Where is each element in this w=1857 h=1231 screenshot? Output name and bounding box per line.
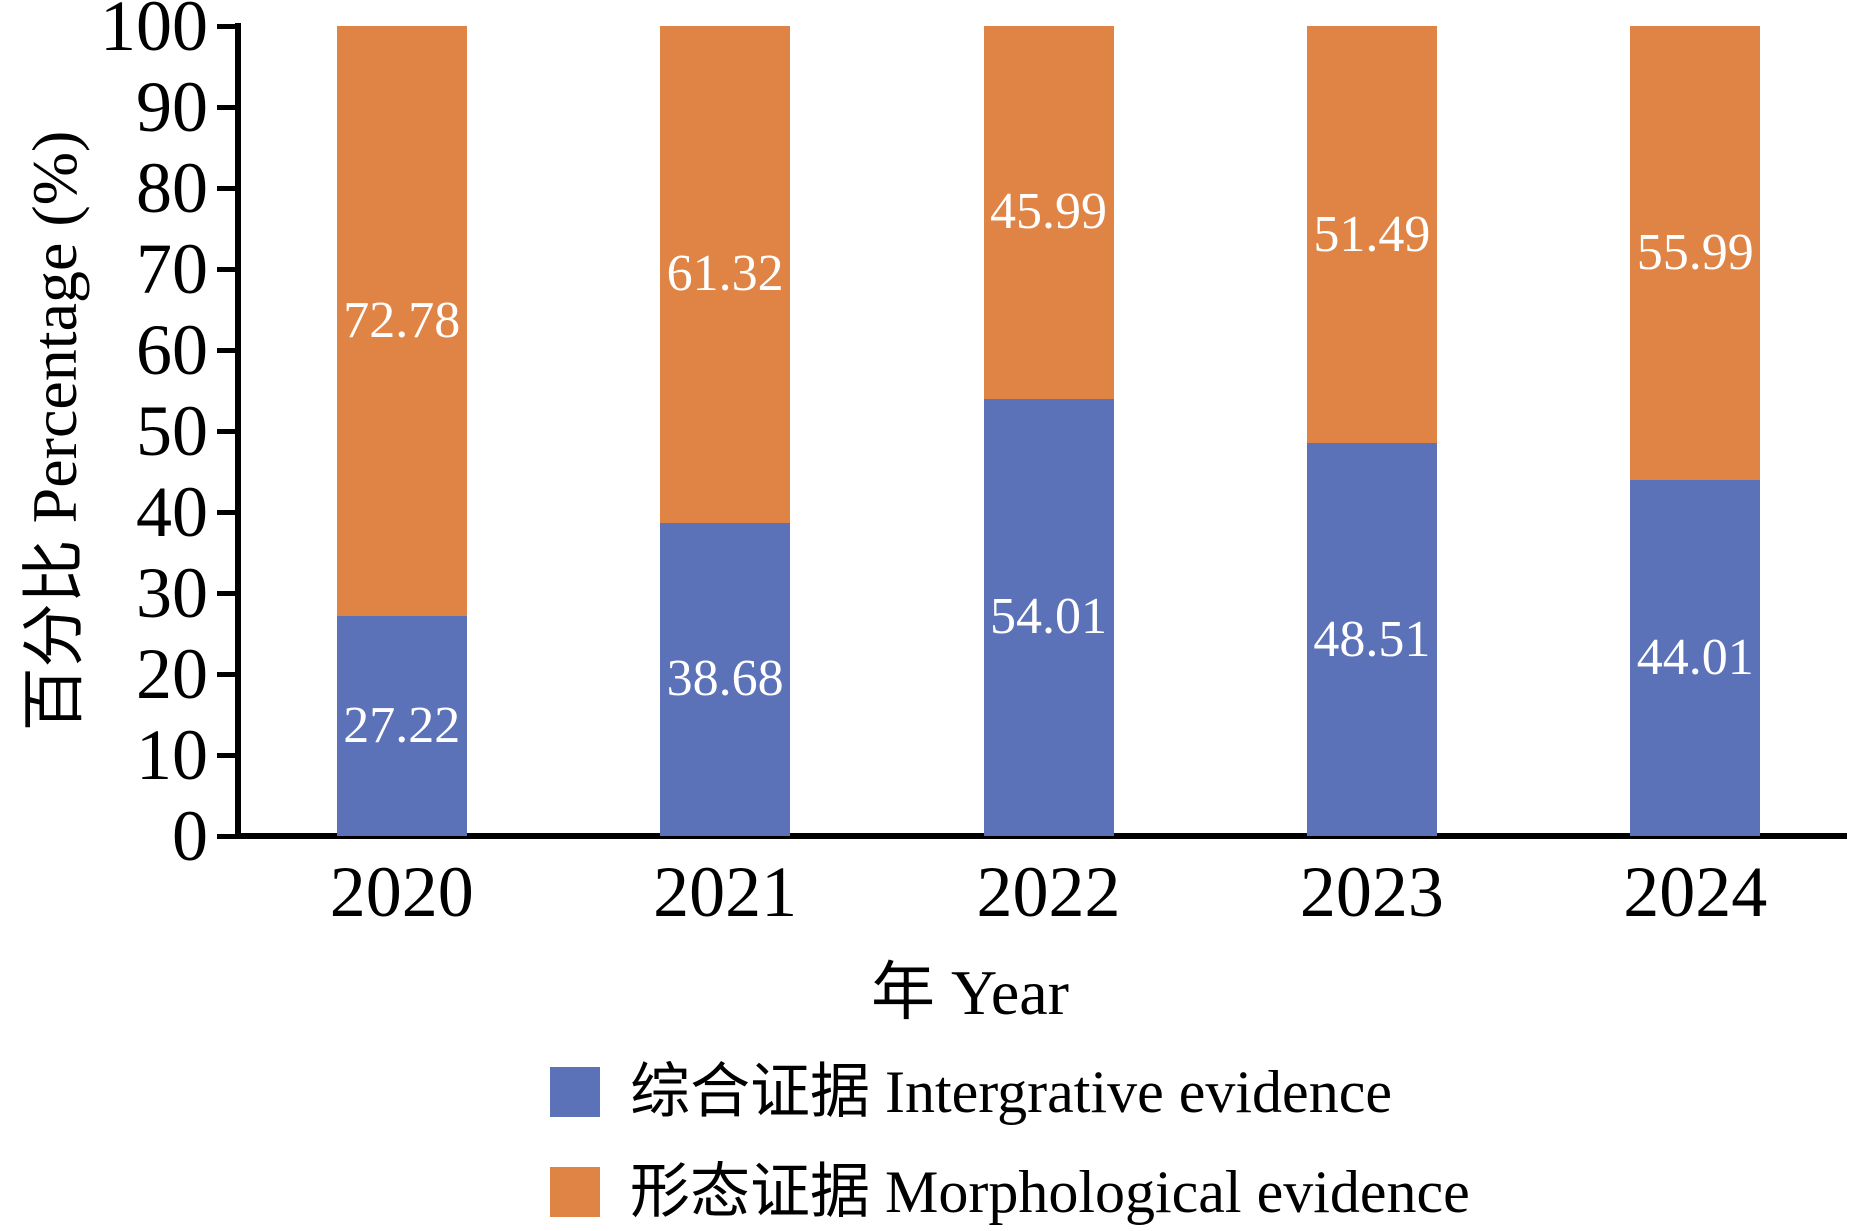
bar-2020: 27.22 72.78: [336, 26, 467, 836]
bar-segment-series2-2020: [336, 26, 467, 616]
y-tick-mark: [217, 347, 241, 353]
x-tick-label-2024: 2024: [1623, 852, 1768, 932]
y-tick-mark: [217, 428, 241, 434]
bar-segment-series1-2022: [983, 398, 1114, 836]
bar-segment-series1-2024: [1630, 479, 1761, 836]
bar-value-label: 51.49: [1313, 205, 1431, 263]
legend-label: 形态证据 Morphological evidence: [630, 1159, 1470, 1225]
y-tick-label: 40: [136, 472, 208, 552]
bar-segment-series1-2023: [1306, 443, 1437, 836]
plot-area: 27.22 72.78 38.68 61.32 54.01 45.99 48.51 51.49…: [240, 26, 1857, 836]
bar-value-label: 55.99: [1636, 223, 1754, 281]
y-tick-label: 20: [136, 634, 208, 714]
x-axis-line: [235, 833, 1847, 839]
y-tick-mark: [217, 266, 241, 272]
bar-value-label: 61.32: [666, 245, 784, 303]
legend-item-series2: 形态证据 Morphological evidence: [550, 1159, 1470, 1225]
y-tick-label: 50: [136, 391, 208, 471]
x-tick-label-2023: 2023: [1299, 852, 1444, 932]
bar-value-label: 72.78: [343, 291, 461, 349]
bar-value-label: 44.01: [1636, 628, 1754, 686]
y-tick-label: 90: [136, 67, 208, 147]
bar-segment-series2-2022: [983, 26, 1114, 399]
y-tick-label: 70: [136, 229, 208, 309]
bar-segment-series1-2021: [660, 522, 791, 836]
y-tick-label: 60: [136, 310, 208, 390]
bar-value-label: 45.99: [990, 183, 1107, 241]
legend-swatch-icon: [550, 1067, 600, 1117]
legend-swatch-icon: [550, 1167, 600, 1217]
y-tick-mark: [217, 752, 241, 758]
x-tick-label-2020: 2020: [329, 852, 474, 932]
y-tick-mark: [217, 833, 241, 839]
bar-segment-series1-2020: [336, 615, 467, 836]
y-tick-label: 100: [100, 0, 208, 66]
y-tick-mark: [217, 509, 241, 515]
x-axis-title: 年 Year: [871, 957, 1069, 1028]
y-tick-label: 30: [136, 553, 208, 633]
y-tick-mark: [217, 23, 241, 29]
bar-2021: 38.68 61.32: [660, 26, 791, 836]
y-tick-label: 0: [172, 796, 208, 876]
bar-2024: 44.01 55.99: [1630, 26, 1761, 836]
x-tick-label-2022: 2022: [976, 852, 1121, 932]
bar-value-label: 54.01: [990, 588, 1107, 646]
y-tick-mark: [217, 590, 241, 596]
y-tick-mark: [217, 671, 241, 677]
bar-segment-series2-2024: [1630, 26, 1761, 480]
y-tick-mark: [217, 104, 241, 110]
y-tick-mark: [217, 185, 241, 191]
y-tick-label: 80: [136, 148, 208, 228]
y-tick-label: 10: [136, 715, 208, 795]
bar-value-label: 38.68: [666, 650, 784, 708]
legend-label: 综合证据 Intergrative evidence: [630, 1059, 1392, 1125]
bar-segment-series2-2023: [1306, 26, 1437, 444]
legend-item-series1: 综合证据 Intergrative evidence: [550, 1059, 1470, 1125]
x-tick-label-2021: 2021: [653, 852, 798, 932]
bar-2022: 54.01 45.99: [983, 26, 1114, 836]
bar-2023: 48.51 51.49: [1306, 26, 1437, 836]
bar-value-label: 48.51: [1313, 610, 1431, 668]
legend: 综合证据 Intergrative evidence 形态证据 Morpholog…: [550, 1059, 1470, 1231]
bar-value-label: 27.22: [343, 696, 461, 754]
bar-segment-series2-2021: [660, 26, 791, 523]
